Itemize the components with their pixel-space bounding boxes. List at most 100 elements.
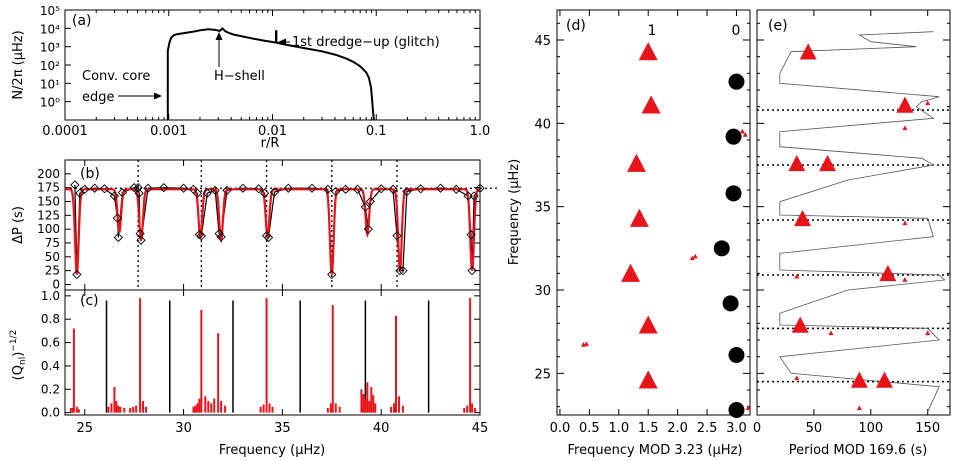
panel-e-model-line: [779, 31, 946, 412]
b-diamond-marker: [109, 191, 120, 201]
a-y-tick-label: 10⁰: [40, 96, 60, 110]
e-big-triangle: [850, 371, 868, 388]
d-l0-circle: [713, 240, 730, 257]
d-small-triangle: [689, 255, 695, 261]
d-x-tick-label: 0.0: [550, 421, 571, 436]
panel-b-markers: [70, 180, 485, 280]
panel-b-label: (b): [80, 166, 100, 182]
b-y-tick-label: 200: [37, 167, 60, 181]
panel-a-x-ticks: 0.0001 0.001 0.01 0.1 1.0: [42, 10, 490, 139]
b-diamond-marker: [467, 266, 477, 276]
d-y-tick-label: 35: [534, 201, 551, 216]
b-diamond-marker: [466, 230, 476, 240]
b-diamond-marker: [435, 183, 446, 193]
b-diamond-marker: [283, 183, 293, 193]
b-diamond-marker: [395, 266, 405, 276]
e-small-triangle: [856, 405, 862, 411]
b-diamond-marker: [376, 184, 386, 194]
panel-e-xlabel: Period MOD 169.6 (s): [789, 443, 928, 458]
panel-e-dotted-lines: [757, 109, 950, 383]
d-small-triangle: [745, 405, 751, 411]
b-diamond-marker: [70, 180, 80, 190]
panel-c-y-ticks: 0.0 0.2 0.4 0.6 0.8 1.0: [41, 289, 480, 420]
d-l0-circle: [722, 295, 739, 312]
e-x-tick-label: 0: [753, 421, 761, 436]
d-l0-circle: [725, 185, 742, 202]
d-l1-triangle: [638, 370, 658, 389]
b-y-tick-label: 25: [45, 264, 60, 278]
panel-c-x-ticks: 25 30 35 40 45: [76, 290, 488, 436]
e-big-triangle: [788, 154, 806, 172]
panel-e-label: (e): [768, 18, 788, 34]
a-y-tick-label: 10²: [40, 59, 60, 73]
b-diamond-marker: [259, 188, 270, 198]
ann-core-edge: edge: [82, 90, 115, 105]
panel-a-ylabel: N/2π (μHz): [11, 30, 26, 99]
panel-b-model-line: [65, 188, 480, 275]
panel-d: 25 30 35 40 45 0.0 0.5 1.0 1.5 2.0 2.5 3.0 (d) 1 0…: [507, 9, 751, 458]
arrowhead-h-shell: [215, 32, 223, 40]
e-small-triangle: [925, 100, 931, 106]
panel-b-frame: [64, 159, 481, 291]
panel-d-xlabel: Frequency MOD 3.23 (μHz): [568, 443, 743, 458]
d-x-tick-label: 1.0: [608, 421, 629, 436]
d-small-triangle: [739, 128, 745, 134]
panel-d-frame: [556, 9, 751, 416]
b-diamond-marker: [216, 232, 226, 242]
e-big-triangle: [875, 371, 893, 388]
b-diamond-marker: [323, 184, 333, 194]
b-diamond-marker: [238, 183, 248, 193]
d-x-tick-label: 3.0: [726, 421, 747, 436]
b-diamond-marker: [269, 187, 280, 197]
d-y-tick-label: 40: [534, 117, 551, 132]
d-y-tick-label: 30: [534, 284, 551, 299]
c-x-tick-label: 25: [76, 421, 93, 436]
b-diamond-marker: [99, 184, 110, 194]
a-x-tick-label: 0.1: [366, 124, 387, 139]
panel-a: 0.0001 0.001 0.01 0.1 1.0 10⁰ 10¹ 10² 10³ 10⁴ 10⁵…: [11, 4, 490, 151]
b-diamond-marker: [352, 184, 363, 194]
c-y-tick-label: 0.6: [41, 336, 60, 350]
ann-h-shell: H−shell: [214, 69, 265, 84]
b-diamond-marker: [365, 196, 375, 207]
b-diamond-marker: [360, 202, 371, 212]
a-y-tick-label: 10⁵: [40, 4, 60, 18]
e-big-triangle: [896, 96, 914, 113]
b-y-tick-label: 0: [52, 277, 60, 291]
panel-a-bv-frequency-curve: [166, 27, 375, 121]
b-diamond-marker: [134, 188, 144, 198]
b-diamond-marker: [113, 232, 123, 243]
c-y-tick-label: 0.2: [41, 382, 60, 396]
a-x-tick-label: 0.001: [150, 124, 187, 139]
b-diamond-marker: [192, 188, 203, 198]
d-l0-circle: [728, 402, 745, 418]
e-small-triangle: [828, 330, 834, 336]
b-diamond-marker: [133, 183, 143, 193]
panel-e-markers: [788, 43, 931, 411]
c-x-tick-label: 45: [472, 421, 489, 436]
panel-e: 0 50 100 150 (e) Period MOD 169.6 (s): [753, 9, 951, 458]
arrowhead-dredge-up: [278, 38, 286, 46]
b-diamond-marker: [331, 186, 341, 197]
c-y-tick-label: 0.4: [41, 359, 60, 373]
b-diamond-marker: [388, 184, 398, 194]
b-diamond-marker: [210, 185, 220, 196]
panel-c-black-lines: [105, 300, 430, 413]
c-x-tick-label: 30: [175, 421, 192, 436]
c-y-tick-label: 0.8: [41, 312, 60, 326]
d-l1-triangle: [626, 153, 646, 172]
panel-d-label: (d): [566, 18, 586, 34]
d-small-triangle: [742, 132, 748, 137]
b-y-tick-label: 75: [45, 236, 60, 250]
b-y-tick-label: 125: [37, 208, 60, 222]
a-x-tick-label: 1.0: [470, 124, 491, 139]
e-big-triangle: [794, 209, 812, 227]
b-diamond-marker: [129, 183, 139, 193]
d-x-tick-label: 2.0: [667, 421, 688, 436]
b-diamond-marker: [254, 184, 264, 194]
e-big-triangle: [879, 264, 897, 282]
b-diamond-marker: [469, 191, 479, 201]
b-diamond-marker: [392, 231, 402, 241]
